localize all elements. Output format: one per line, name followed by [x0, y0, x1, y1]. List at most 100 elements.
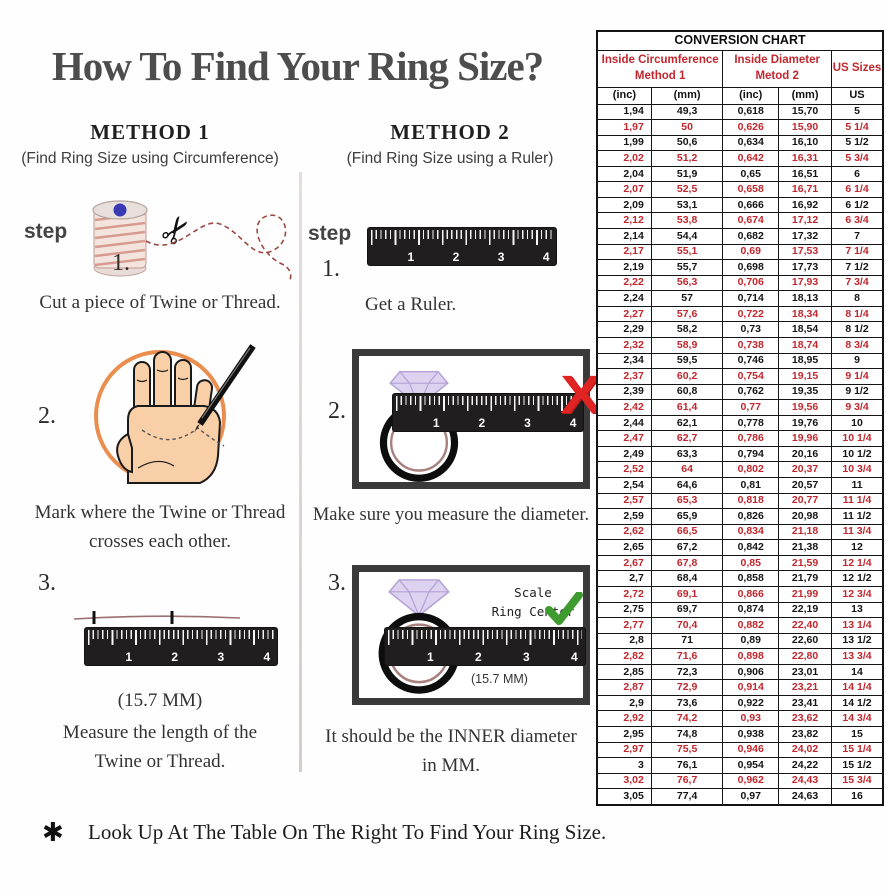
footer-asterisk-icon: ✱	[42, 818, 64, 847]
method-1-step-label: step	[24, 220, 68, 243]
ruler-number: 4	[542, 250, 550, 264]
m1-measurement: (15.7 MM)	[117, 690, 203, 711]
table-row: 2,02 51,2 0,642 16,31 5 3/4	[596, 150, 884, 167]
table-row: 2,12 53,8 0,674 17,12 6 3/4	[596, 212, 884, 229]
m2-step1-text: Get a Ruler.	[365, 294, 457, 315]
check-icon	[545, 592, 583, 625]
table-row: 2,82 71,6 0,898 22,80 13 3/4	[596, 648, 884, 665]
group-header-diameter: Inside Diameter Metod 2	[722, 49, 832, 88]
ruler-number: 2	[475, 650, 482, 664]
ruler: 1 2 3 4	[368, 228, 556, 265]
table-row: 2,09 53,1 0,666 16,92 6 1/2	[596, 196, 884, 214]
table-row: 2,32 58,9 0,738 18,74 8 3/4	[596, 336, 884, 354]
ruler-number: 3	[217, 650, 225, 664]
m1-step1-number: 1.	[112, 250, 130, 276]
ruler-number: 3	[524, 416, 531, 430]
ruler-number: 2	[478, 416, 486, 430]
group-header-circumference: Inside Circumference Method 1	[596, 49, 724, 88]
table-row: 2,34 59,5 0,746 18,95 9	[596, 352, 884, 370]
column-divider	[299, 172, 302, 772]
ruler: 1 2 3 4	[385, 628, 585, 665]
table-row: 2,17 55,1 0,69 17,53 7 1/4	[596, 243, 884, 261]
m1-step3-text: Measure the length of the Twine or Threa…	[62, 722, 258, 773]
m2-measurement: (15.7 MM)	[471, 672, 528, 686]
table-row: 2,27 57,6 0,722 18,34 8 1/4	[596, 305, 884, 323]
thread-path	[145, 214, 292, 281]
table-row: 2,42 61,4 0,77 19,56 9 3/4	[596, 399, 884, 416]
ruler-number: 1	[125, 650, 132, 664]
m1-step1-text: Cut a piece of Twine or Thread.	[39, 292, 281, 313]
unit-header-row: (inc) (mm) (inc) (mm) US	[596, 86, 884, 105]
ruler-number: 3	[497, 250, 505, 264]
method-1-heading: METHOD 1	[90, 120, 210, 144]
m1-step2-text: Mark where the Twine or Thread crosses e…	[34, 502, 286, 553]
ruler-number: 2	[171, 650, 179, 664]
ruler-number: 2	[452, 250, 460, 264]
table-row: 2,8 71 0,89 22,60 13 1/2	[596, 632, 884, 650]
ruler-number: 3	[523, 650, 530, 664]
m2-step2-number: 2.	[328, 398, 346, 424]
table-row: 2,77 70,4 0,882 22,40 13 1/4	[596, 617, 884, 634]
wrong-x-icon: X	[560, 365, 602, 425]
method-2-step-label: step	[308, 222, 352, 245]
table-row: 2,39 60,8 0,762 19,35 9 1/2	[596, 383, 884, 401]
wrong-measurement-box: 1 2 3 4 X	[352, 349, 602, 489]
ruler-number: 4	[263, 650, 271, 664]
ruler-number: 4	[569, 416, 577, 430]
method-2-subtitle: (Find Ring Size using a Ruler)	[346, 150, 554, 167]
table-row: 1,99 50,6 0,634 16,10 5 1/2	[596, 134, 884, 152]
table-row: 2,47 62,7 0,786 19,96 10 1/4	[596, 430, 884, 447]
table-title: CONVERSION CHART	[596, 30, 884, 51]
table-row: 3,05 77,4 0,97 24,63 16	[596, 788, 884, 806]
twine-scissors-illustration: ✂	[92, 200, 292, 281]
ruler-number: 1	[427, 650, 434, 664]
table-row: 2,57 65,3 0,818 20,77 11 1/4	[596, 492, 884, 510]
m1-step3-number: 3.	[38, 570, 56, 596]
table-row: 2,85 72,3 0,906 23,01 14	[596, 663, 884, 681]
page-title: How To Find Your Ring Size?	[51, 43, 544, 89]
method-2-heading: METHOD 2	[390, 120, 510, 144]
diamond-icon	[388, 579, 450, 617]
scissors-icon: ✂	[151, 207, 201, 255]
table-row: 2,97 75,5 0,946 24,02 15 1/4	[596, 741, 884, 759]
table-row: 2,49 63,3 0,794 20,16 10 1/2	[596, 445, 884, 463]
table-row: 2,9 73,6 0,922 23,41 14 1/2	[596, 694, 884, 712]
ruler-number: 4	[571, 650, 578, 664]
ruler: 1 2 3 4	[393, 394, 583, 431]
table-row: 2,52 64 0,802 20,37 10 3/4	[596, 461, 884, 478]
table-row: 2,59 65,9 0,826 20,98 11 1/2	[596, 508, 884, 525]
m2-step3-text: It should be the INNER diameter in MM.	[325, 726, 577, 777]
table-row: 1,94 49,3 0,618 15,70 5	[596, 103, 884, 121]
ruler: 1 2 3 4	[85, 628, 277, 665]
table-row: 2,92 74,2 0,93 23,62 14 3/4	[596, 710, 884, 727]
footer-note: Look Up At The Table On The Right To Fin…	[88, 820, 607, 844]
conversion-table: CONVERSION CHART Inside Circumference Me…	[596, 30, 884, 806]
table-row: 2,29 58,2 0,73 18,54 8 1/2	[596, 321, 884, 338]
table-row: 2,87 72,9 0,914 23,21 14 1/4	[596, 679, 884, 696]
table-row: 2,95 74,8 0,938 23,82 15	[596, 726, 884, 743]
table-row: 2,19 55,7 0,698 17,73 7 1/2	[596, 259, 884, 276]
table-row: 2,22 56,3 0,706 17,93 7 3/4	[596, 274, 884, 292]
conversion-chart: CONVERSION CHART Inside Circumference Me…	[596, 30, 884, 806]
pen-icon	[194, 344, 256, 433]
conversion-table-body: 1,94 49,3 0,618 15,70 5 1,97 50 0,626 15,90 5 1/4…	[596, 103, 884, 806]
table-row: 1,97 50 0,626 15,90 5 1/4	[596, 119, 884, 136]
table-row: 2,65 67,2 0,842 21,38 12	[596, 539, 884, 556]
method-1-subtitle: (Find Ring Size using Circumference)	[21, 150, 279, 167]
hand-marking-illustration	[94, 344, 256, 484]
table-row: 2,7 68,4 0,858 21,79 12 1/2	[596, 570, 884, 587]
ruler-number: 1	[407, 250, 415, 264]
table-row: 2,04 51,9 0,65 16,51 6	[596, 165, 884, 183]
table-row: 2,07 52,5 0,658 16,71 6 1/4	[596, 181, 884, 198]
table-row: 2,62 66,5 0,834 21,18 11 3/4	[596, 523, 884, 541]
m2-step1-number: 1.	[322, 256, 340, 282]
m1-step2-number: 2.	[38, 403, 56, 429]
table-row: 2,75 69,7 0,874 22,19 13	[596, 601, 884, 619]
table-row: 3,02 76,7 0,962 24,43 15 3/4	[596, 772, 884, 790]
table-row: 2,44 62,1 0,778 19,76 10	[596, 414, 884, 432]
ruler-number: 1	[432, 416, 440, 430]
table-row: 2,67 67,8 0,85 21,59 12 1/4	[596, 554, 884, 572]
table-row: 2,24 57 0,714 18,13 8	[596, 290, 884, 307]
